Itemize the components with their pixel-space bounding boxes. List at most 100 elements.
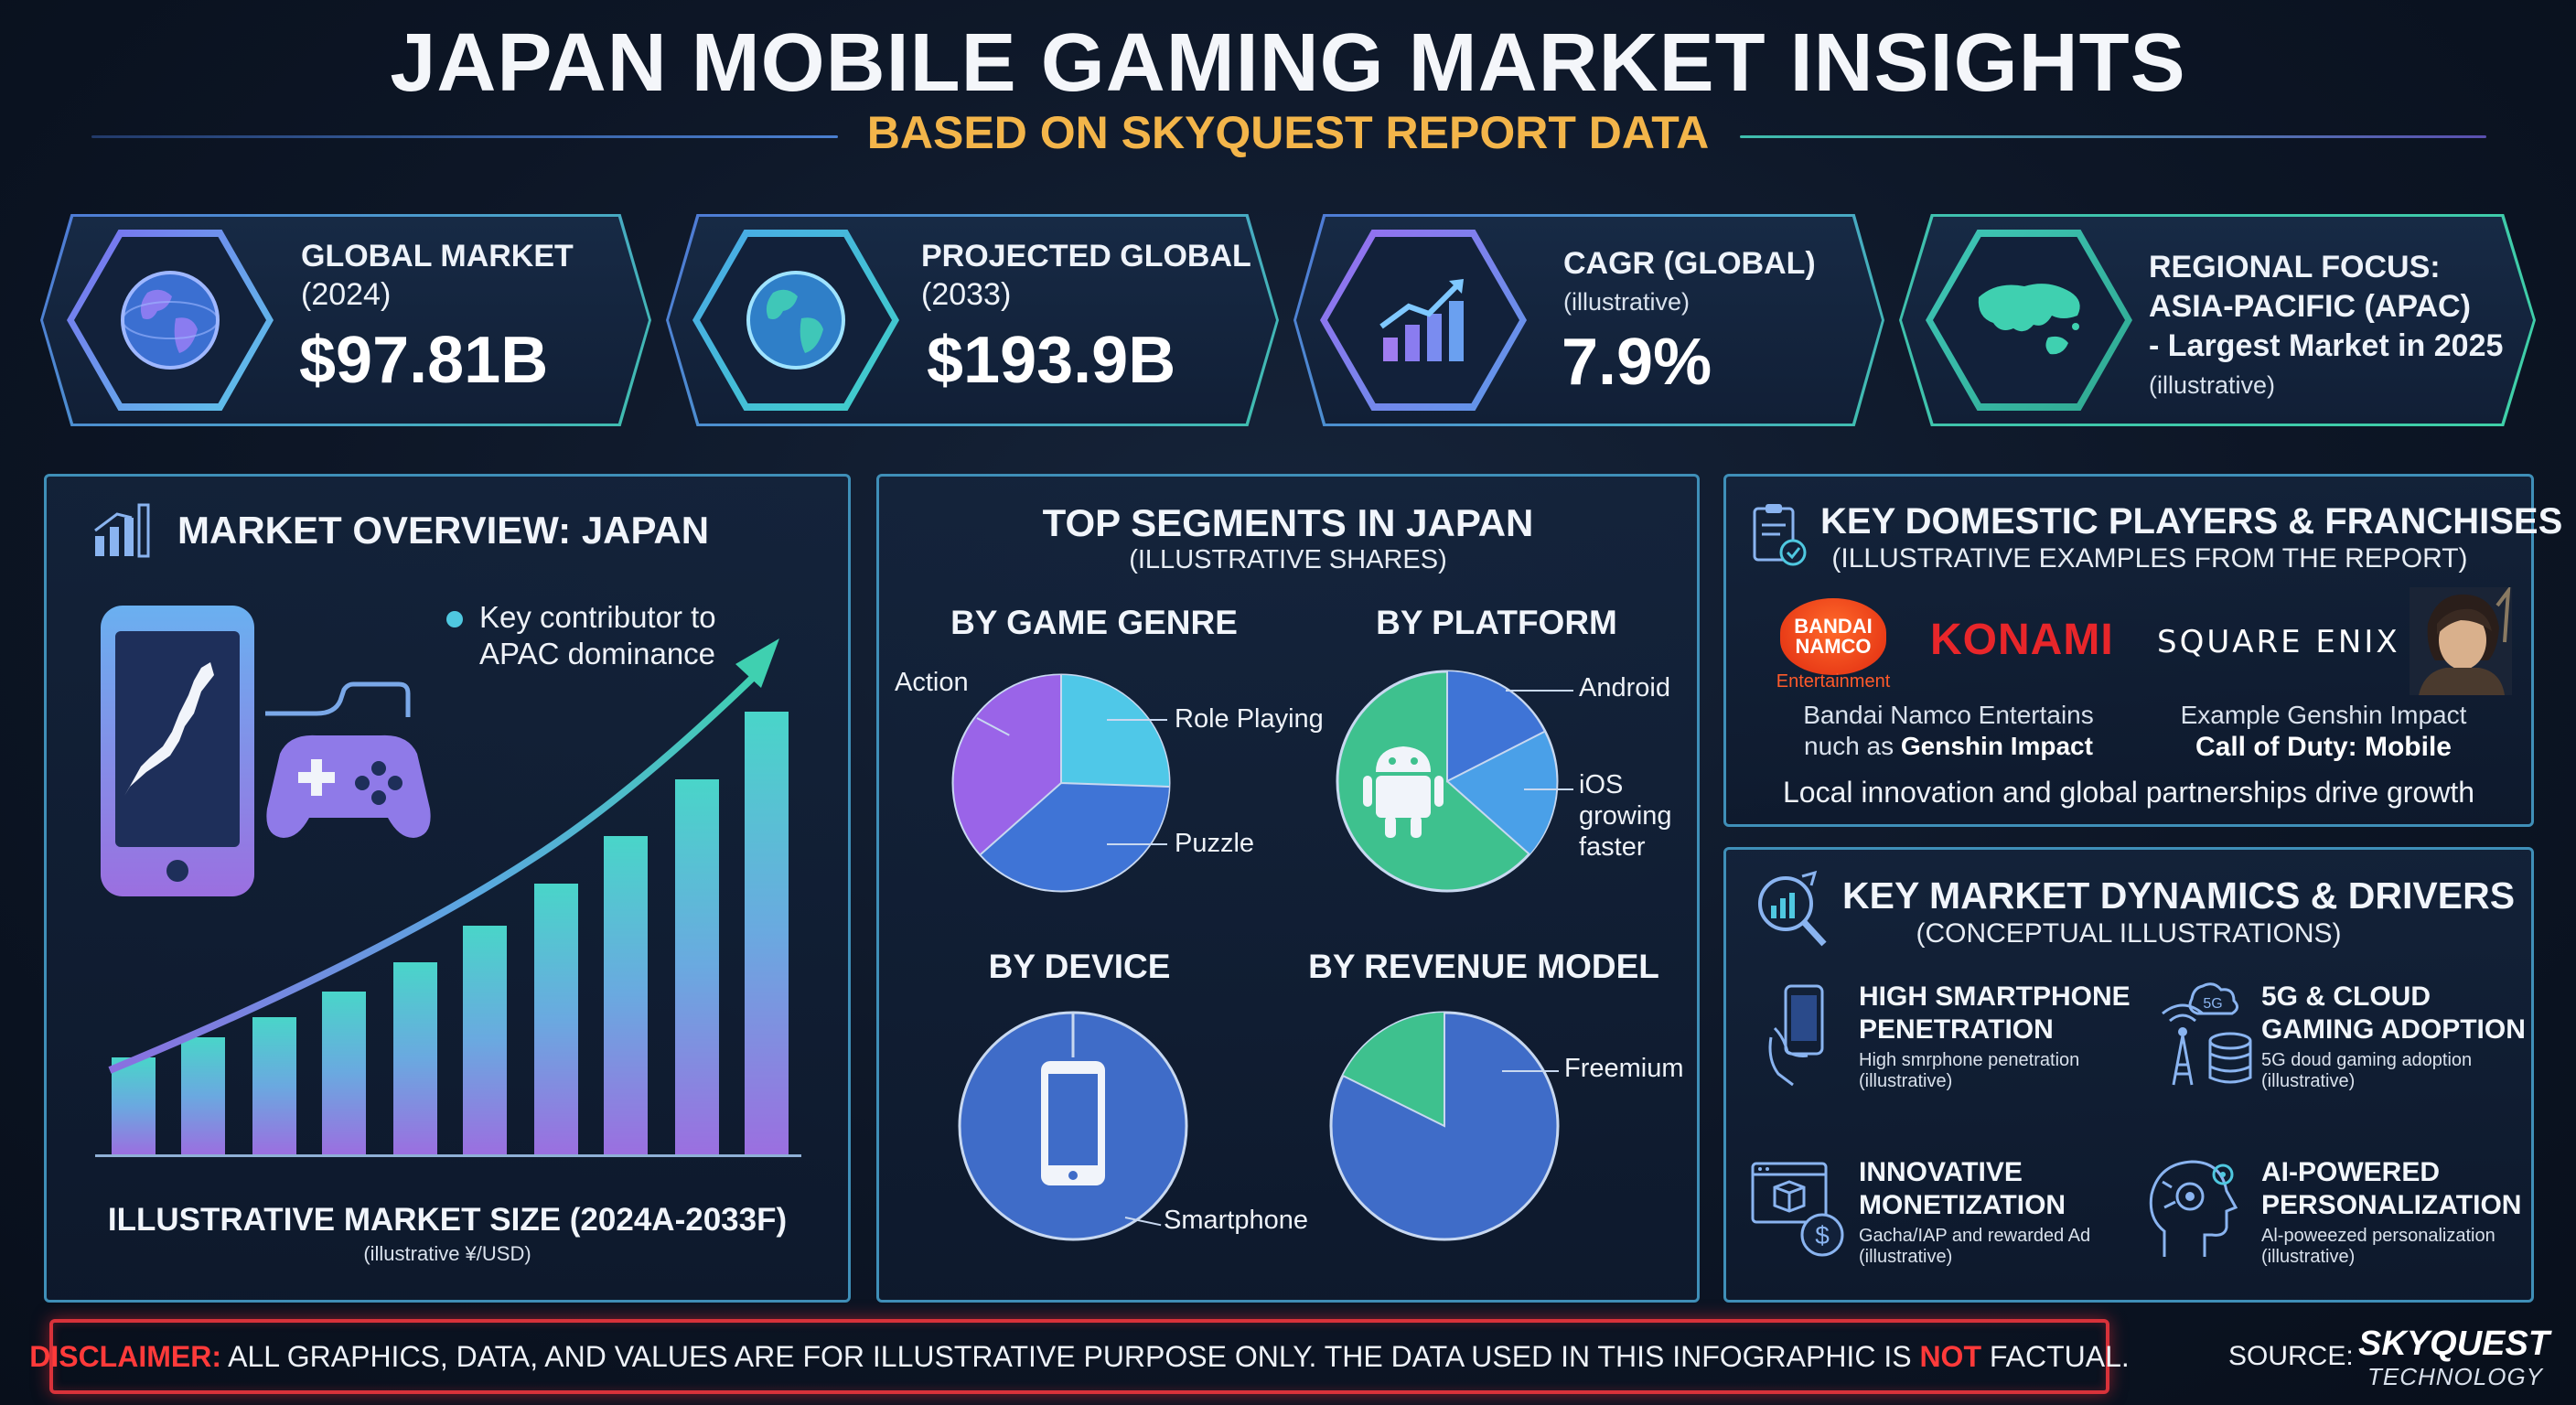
title-divider-right — [1740, 135, 2486, 138]
revenue-pie-chart — [1329, 1011, 1560, 1241]
stat-value: $193.9B — [927, 324, 1176, 397]
world-map-icon — [1926, 230, 2132, 411]
game-controller-icon — [265, 681, 431, 838]
platform-label-ios-line1: iOS — [1579, 770, 1624, 799]
bandai-logo-line1: BANDAI — [1794, 615, 1873, 638]
source-brand-sub: TECHNOLOGY — [2367, 1363, 2544, 1390]
players-right-line2: Call of Duty: Mobile — [2195, 732, 2452, 762]
leader-line — [1107, 719, 1167, 721]
square-enix-logo: SQUARE ENIX — [2157, 624, 2400, 660]
platform-label-ios-line2: growing — [1579, 801, 1672, 831]
stat-label-line3: - Largest Market in 2025 — [2149, 328, 2504, 363]
overview-bullet-line2: APAC dominance — [479, 637, 716, 670]
game-character-avatar — [2410, 587, 2512, 695]
driver-2-sub-line1: 5G doud gaming adoption — [2261, 1050, 2473, 1070]
disclaimer-not: NOT — [1919, 1339, 1981, 1373]
stat-card-cagr: CAGR (GLOBAL) (illustrative) 7.9% — [1293, 214, 1884, 426]
source-brand: SKYQUEST — [2358, 1325, 2550, 1363]
title-divider-left — [91, 135, 838, 138]
market-dynamics-panel — [1723, 847, 2534, 1303]
driver-3-sub-line1: Gacha/IAP and rewarded Ad — [1859, 1226, 2091, 1246]
growth-chart-icon — [1320, 230, 1527, 411]
genre-label-role-playing: Role Playing — [1175, 704, 1324, 734]
disclaimer-text-1: ALL GRAPHICS, DATA, AND VALUES ARE FOR I… — [220, 1339, 1920, 1373]
driver-2-heading-line2: GAMING ADOPTION — [2261, 1014, 2526, 1045]
growth-trend-arrow — [108, 638, 779, 1074]
growth-bar — [745, 712, 789, 1154]
driver-1-heading-line2: PENETRATION — [1859, 1014, 2054, 1045]
leader-line — [1524, 788, 1573, 790]
disclaimer-text-2: FACTUAL. — [1980, 1339, 2130, 1373]
growth-bar — [112, 1057, 156, 1154]
ai-brain-icon — [2149, 1160, 2238, 1257]
overview-title: MARKET OVERVIEW: JAPAN — [177, 509, 710, 552]
bandai-logo-sub: Entertainment — [1776, 671, 1891, 692]
phone-japan-icon — [101, 606, 254, 896]
overview-chart-caption: ILLUSTRATIVE MARKET SIZE (2024A-2033F) — [107, 1202, 788, 1238]
driver-1-heading-line1: HIGH SMARTPHONE — [1859, 981, 2131, 1012]
driver-3-sub-line2: (illustrative) — [1859, 1247, 1953, 1267]
disclaimer-box: DISCLAIMER: ALL GRAPHICS, DATA, AND VALU… — [29, 1319, 2130, 1394]
growth-bar — [675, 779, 719, 1154]
genre-label-puzzle: Puzzle — [1175, 829, 1255, 858]
leader-line — [1107, 843, 1167, 845]
driver-3-heading-line1: INNOVATIVE — [1859, 1157, 2023, 1187]
driver-1-sub-line2: (illustrative) — [1859, 1071, 1953, 1091]
stat-sub: (2033) — [921, 277, 1012, 312]
5g-tower-icon: 5G — [2162, 982, 2252, 1086]
bandai-logo-line2: NAMCO — [1795, 635, 1872, 658]
overview-bullet-line1: Key contributor to — [479, 600, 716, 634]
players-left-line2-pre: nuch as — [1804, 732, 1901, 760]
players-left-line2: nuch as Genshin Impact — [1784, 732, 2113, 761]
dynamics-subtitle: (CONCEPTUAL ILLUSTRATIONS) — [1916, 918, 2342, 949]
segments-title: TOP SEGMENTS IN JAPAN — [1042, 501, 1534, 544]
dynamics-title: KEY MARKET DYNAMICS & DRIVERS — [1842, 874, 2516, 917]
driver-3-heading-line2: MONETIZATION — [1859, 1190, 2066, 1220]
globe-icon — [67, 230, 274, 411]
page-subtitle: BASED ON SKYQUEST REPORT DATA — [866, 107, 1710, 158]
stat-label-line2: ASIA-PACIFIC (APAC) — [2149, 289, 2471, 324]
globe-icon — [692, 230, 899, 411]
stat-sub: (2024) — [301, 277, 392, 312]
device-label-smartphone: Smartphone — [1164, 1206, 1308, 1235]
genre-pie-chart — [951, 673, 1171, 893]
stat-sub: (illustrative) — [2149, 371, 2276, 399]
clipboard-check-icon — [1753, 504, 1807, 566]
disclaimer-label: DISCLAIMER: — [29, 1339, 221, 1373]
android-icon — [1363, 746, 1444, 838]
stat-label: GLOBAL MARKET — [301, 239, 574, 273]
players-footer: Local innovation and global partnerships… — [1782, 776, 2475, 809]
magnifier-chart-icon — [1758, 870, 1827, 947]
stat-value: 7.9% — [1562, 326, 1712, 399]
leader-line — [1502, 1070, 1559, 1072]
revenue-title: BY REVENUE MODEL — [1308, 948, 1659, 985]
revenue-label-freemium: Freemium — [1564, 1054, 1684, 1083]
segments-subtitle: (ILLUSTRATIVE SHARES) — [1129, 545, 1447, 574]
konami-logo: KONAMI — [1930, 616, 2114, 664]
growth-bar — [252, 1017, 296, 1154]
players-title: KEY DOMESTIC PLAYERS & FRANCHISES — [1820, 501, 2563, 542]
stat-label: PROJECTED GLOBAL — [921, 239, 1251, 273]
platform-label-ios-line3: faster — [1579, 832, 1646, 862]
device-title: BY DEVICE — [988, 948, 1171, 985]
overview-icon — [94, 503, 150, 558]
chart-baseline — [95, 1154, 801, 1157]
driver-4-heading-line2: PERSONALIZATION — [2261, 1190, 2522, 1220]
genre-title: BY GAME GENRE — [950, 604, 1238, 641]
stat-label: CAGR (GLOBAL) — [1563, 246, 1816, 281]
growth-bar — [181, 1037, 225, 1154]
source-label: SOURCE: — [2228, 1341, 2354, 1371]
svg-text:$: $ — [1815, 1221, 1830, 1249]
players-subtitle: (ILLUSTRATIVE EXAMPLES FROM THE REPORT) — [1831, 543, 2468, 574]
smartphone-hand-icon — [1768, 984, 1824, 1087]
genre-label-action: Action — [895, 668, 969, 697]
driver-4-sub-line1: Al-poweezed personalization — [2261, 1226, 2496, 1246]
growth-bar — [322, 992, 366, 1154]
stat-card-regional-focus: REGIONAL FOCUS: ASIA-PACIFIC (APAC) - La… — [1899, 214, 2536, 426]
platform-label-android: Android — [1579, 673, 1670, 702]
players-left-line1: Bandai Namco Entertains — [1803, 701, 2094, 729]
driver-4-heading-line1: AI-POWERED — [2261, 1157, 2440, 1187]
growth-bar — [463, 926, 507, 1154]
driver-2-sub-line2: (illustrative) — [2261, 1071, 2356, 1091]
growth-bar — [604, 836, 648, 1154]
